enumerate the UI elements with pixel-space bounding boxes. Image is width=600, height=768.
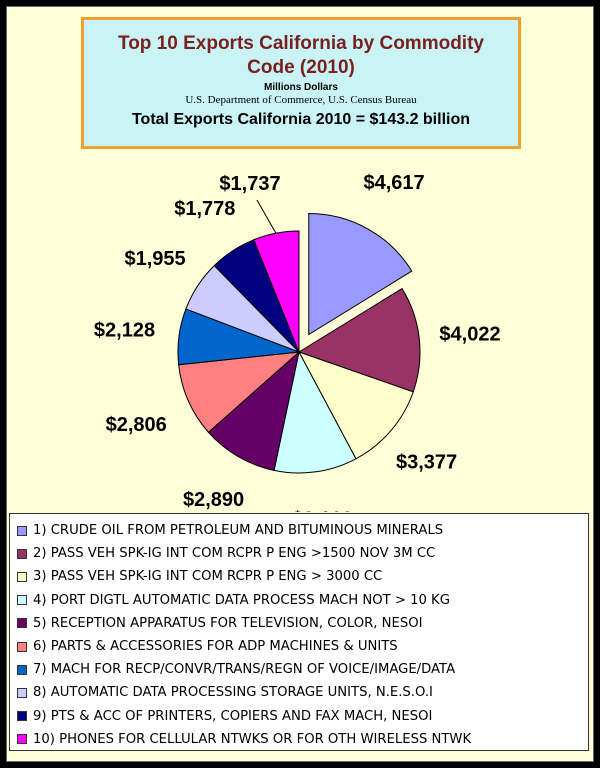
legend-swatch [17, 595, 27, 606]
legend-swatch [17, 734, 27, 745]
pie-slice-2 [297, 287, 421, 393]
legend-label: 4) PORT DIGTL AUTOMATIC DATA PROCESS MAC… [33, 592, 450, 608]
data-label-8: $1,955 [125, 248, 186, 270]
legend-label: 6) PARTS & ACCESSORIES FOR ADP MACHINES … [33, 639, 398, 655]
legend-swatch [17, 641, 27, 652]
pie-slice-6 [178, 351, 301, 433]
legend-item-10: 10) PHONES FOR CELLULAR NTWKS OR FOR OTH… [10, 728, 588, 751]
legend-item-2: 2) PASS VEH SPK-IG INT COM RCPR P ENG >1… [10, 542, 588, 565]
legend-item-6: 6) PARTS & ACCESSORIES FOR ADP MACHINES … [10, 635, 588, 658]
legend-item-8: 8) AUTOMATIC DATA PROCESSING STORAGE UNI… [10, 681, 588, 704]
legend-label: 1) CRUDE OIL FROM PETROLEUM AND BITUMINO… [33, 523, 444, 539]
chart-subtitle-source: U.S. Department of Commerce, U.S. Census… [185, 94, 417, 106]
legend-label: 8) AUTOMATIC DATA PROCESSING STORAGE UNI… [33, 685, 433, 701]
legend-item-3: 3) PASS VEH SPK-IG INT COM RCPR P ENG > … [10, 565, 588, 588]
data-label-6: $2,806 [106, 414, 167, 436]
chart-subtitle-units: Millions Dollars [264, 82, 338, 93]
data-label-3: $3,377 [396, 451, 457, 473]
legend-label: 2) PASS VEH SPK-IG INT COM RCPR P ENG >1… [33, 546, 436, 562]
chart-frame: Top 10 Exports California by Commodity C… [6, 6, 594, 762]
pie-slice-4 [273, 350, 357, 474]
title-box: Top 10 Exports California by Commodity C… [81, 17, 521, 149]
legend-swatch [17, 525, 27, 536]
pie-chart: $4,617 $4,022 $3,377 $3,160 $2,890 $2,806 $2,1… [94, 172, 501, 512]
legend-label: 9) PTS & ACC OF PRINTERS, COPIERS AND FA… [33, 708, 433, 724]
legend-swatch [17, 687, 27, 698]
pie-slices [177, 213, 421, 474]
legend-item-9: 9) PTS & ACC OF PRINTERS, COPIERS AND FA… [10, 705, 588, 728]
pie-slice-10 [253, 230, 300, 353]
data-label-7: $2,128 [94, 319, 155, 341]
data-label-10: $1,737 [219, 173, 280, 195]
chart-total: Total Exports California 2010 = $143.2 b… [131, 111, 471, 128]
legend: 1) CRUDE OIL FROM PETROLEUM AND BITUMINO… [9, 513, 589, 751]
data-label-2: $4,022 [439, 324, 500, 346]
chart-title: Top 10 Exports California by Commodity C… [118, 33, 484, 78]
legend-item-1: 1) CRUDE OIL FROM PETROLEUM AND BITUMINO… [10, 519, 588, 542]
data-label-1: $4,617 [364, 172, 425, 194]
data-label-4: $3,160 [292, 508, 353, 512]
legend-item-7: 7) MACH FOR RECP/CONVR/TRANS/REGN OF VOI… [10, 658, 588, 681]
data-label-5: $2,890 [183, 489, 244, 511]
legend-label: 3) PASS VEH SPK-IG INT COM RCPR P ENG > … [33, 569, 383, 585]
legend-swatch [17, 618, 27, 629]
pie-slice-3 [297, 351, 414, 460]
pie-slice-5 [207, 350, 300, 471]
legend-label: 7) MACH FOR RECP/CONVR/TRANS/REGN OF VOI… [33, 662, 456, 678]
leader-lines [256, 199, 277, 234]
legend-swatch [17, 711, 27, 722]
data-label-9: $1,778 [174, 198, 235, 220]
legend-item-5: 5) RECEPTION APPARATUS FOR TELEVISION, C… [10, 612, 588, 635]
data-labels: $4,617 $4,022 $3,377 $3,160 $2,890 $2,806 $2,1… [94, 172, 501, 512]
legend-swatch [17, 548, 27, 559]
legend-item-4: 4) PORT DIGTL AUTOMATIC DATA PROCESS MAC… [10, 589, 588, 612]
leader-line-10 [256, 199, 277, 234]
pie-slice-1 [308, 213, 413, 336]
legend-label: 10) PHONES FOR CELLULAR NTWKS OR FOR OTH… [33, 731, 472, 747]
legend-label: 5) RECEPTION APPARATUS FOR TELEVISION, C… [33, 615, 423, 631]
legend-swatch [17, 664, 27, 675]
legend-swatch [17, 571, 27, 582]
